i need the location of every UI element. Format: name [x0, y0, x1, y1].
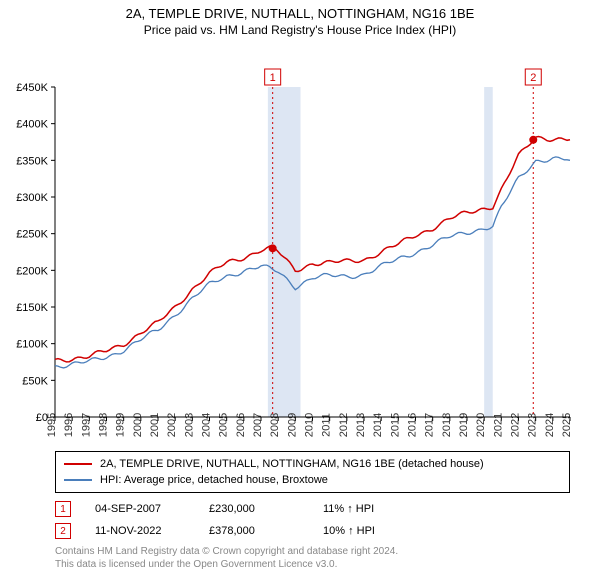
svg-text:2002: 2002: [166, 413, 178, 437]
svg-text:2: 2: [530, 72, 536, 84]
legend-label: 2A, TEMPLE DRIVE, NUTHALL, NOTTINGHAM, N…: [100, 456, 484, 472]
svg-text:2014: 2014: [372, 413, 384, 437]
svg-text:2006: 2006: [235, 413, 247, 437]
svg-text:£350K: £350K: [16, 155, 48, 167]
legend-label: HPI: Average price, detached house, Brox…: [100, 472, 328, 488]
svg-text:£150K: £150K: [16, 302, 48, 314]
svg-text:2021: 2021: [492, 413, 504, 437]
svg-text:2001: 2001: [149, 413, 161, 437]
legend: 2A, TEMPLE DRIVE, NUTHALL, NOTTINGHAM, N…: [55, 451, 570, 493]
svg-text:2004: 2004: [201, 413, 213, 437]
chart-title: 2A, TEMPLE DRIVE, NUTHALL, NOTTINGHAM, N…: [0, 6, 600, 21]
svg-text:2015: 2015: [389, 413, 401, 437]
event-price: £378,000: [209, 525, 299, 537]
sale-events-table: 1 04-SEP-2007 £230,000 11% ↑ HPI 2 11-NOV-202…: [55, 501, 570, 539]
legend-item: HPI: Average price, detached house, Brox…: [64, 472, 561, 488]
footer-line1: Contains HM Land Registry data © Crown c…: [55, 545, 570, 558]
svg-text:2017: 2017: [424, 413, 436, 437]
svg-text:£200K: £200K: [16, 265, 48, 277]
svg-text:2005: 2005: [218, 413, 230, 437]
svg-text:1998: 1998: [98, 413, 110, 437]
event-marker: 1: [55, 501, 71, 517]
svg-text:2008: 2008: [269, 413, 281, 437]
event-date: 11-NOV-2022: [95, 525, 185, 537]
svg-text:2023: 2023: [527, 413, 539, 437]
svg-text:1996: 1996: [63, 413, 75, 437]
chart-area: £0£50K£100K£150K£200K£250K£300K£350K£400…: [0, 37, 600, 447]
svg-text:£250K: £250K: [16, 229, 48, 241]
svg-text:1999: 1999: [115, 413, 127, 437]
svg-text:1997: 1997: [80, 413, 92, 437]
svg-text:2013: 2013: [355, 413, 367, 437]
svg-text:2007: 2007: [252, 413, 264, 437]
legend-swatch: [64, 463, 92, 465]
svg-text:1995: 1995: [46, 413, 58, 437]
svg-text:£50K: £50K: [22, 375, 48, 387]
svg-text:2019: 2019: [458, 413, 470, 437]
event-price: £230,000: [209, 503, 299, 515]
svg-text:£100K: £100K: [16, 339, 48, 351]
legend-item: 2A, TEMPLE DRIVE, NUTHALL, NOTTINGHAM, N…: [64, 456, 561, 472]
svg-text:2025: 2025: [561, 413, 573, 437]
chart-subtitle: Price paid vs. HM Land Registry's House …: [0, 23, 600, 37]
svg-text:2009: 2009: [286, 413, 298, 437]
svg-text:2016: 2016: [407, 413, 419, 437]
svg-text:1: 1: [270, 72, 276, 84]
svg-text:2012: 2012: [338, 413, 350, 437]
footer-attribution: Contains HM Land Registry data © Crown c…: [55, 545, 570, 571]
line-chart: £0£50K£100K£150K£200K£250K£300K£350K£400…: [0, 37, 600, 447]
event-row: 1 04-SEP-2007 £230,000 11% ↑ HPI: [55, 501, 570, 517]
svg-text:£400K: £400K: [16, 119, 48, 131]
svg-text:£300K: £300K: [16, 192, 48, 204]
legend-swatch: [64, 479, 92, 481]
svg-text:2020: 2020: [475, 413, 487, 437]
svg-text:2003: 2003: [183, 413, 195, 437]
svg-text:2010: 2010: [304, 413, 316, 437]
event-date: 04-SEP-2007: [95, 503, 185, 515]
event-marker: 2: [55, 523, 71, 539]
svg-text:2018: 2018: [441, 413, 453, 437]
svg-text:2024: 2024: [544, 413, 556, 437]
svg-text:£450K: £450K: [16, 82, 48, 94]
event-delta: 10% ↑ HPI: [323, 525, 413, 537]
svg-text:2022: 2022: [510, 413, 522, 437]
event-delta: 11% ↑ HPI: [323, 503, 413, 515]
event-row: 2 11-NOV-2022 £378,000 10% ↑ HPI: [55, 523, 570, 539]
chart-header: 2A, TEMPLE DRIVE, NUTHALL, NOTTINGHAM, N…: [0, 0, 600, 37]
svg-text:2000: 2000: [132, 413, 144, 437]
